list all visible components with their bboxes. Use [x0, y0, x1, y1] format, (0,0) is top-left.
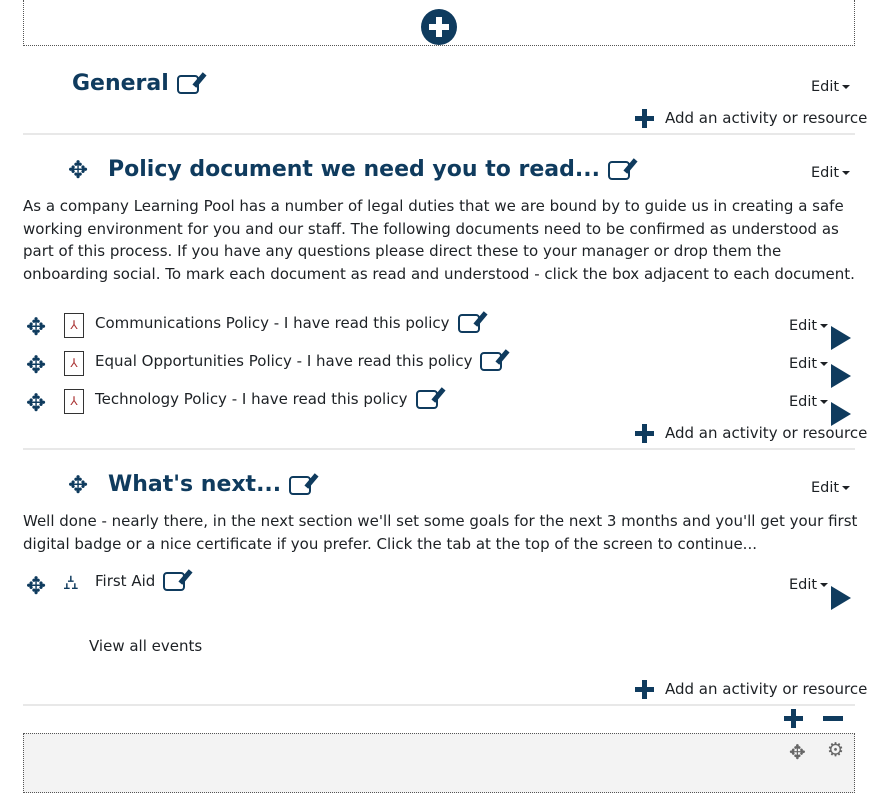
- remove-section-icon[interactable]: [823, 716, 843, 721]
- divider: [23, 704, 855, 706]
- activity-row: ✥ ⅄ Technology Policy - I have read this…: [0, 387, 878, 426]
- completion-status-icon[interactable]: [831, 586, 851, 610]
- move-icon[interactable]: ✥: [26, 389, 47, 417]
- add-activity-button[interactable]: Add an activity or resource: [635, 424, 867, 443]
- edit-title-icon[interactable]: [607, 160, 630, 180]
- activity-edit-menu[interactable]: Edit: [789, 577, 828, 593]
- move-icon[interactable]: ✥: [26, 351, 47, 379]
- gear-icon[interactable]: ⚙: [827, 739, 845, 761]
- completion-checkbox-icon[interactable]: [831, 402, 851, 426]
- activity-link[interactable]: Technology Policy - I have read this pol…: [95, 390, 438, 409]
- edit-title-icon[interactable]: [163, 572, 186, 591]
- section-summary: As a company Learning Pool has a number …: [23, 197, 855, 283]
- activity-row: ✥ ⛼ First Aid Edit: [0, 570, 878, 610]
- move-icon[interactable]: ✥: [68, 471, 89, 499]
- divider: [23, 448, 855, 450]
- activity-link[interactable]: Equal Opportunities Policy - I have read…: [95, 352, 503, 371]
- plus-icon: [635, 680, 654, 699]
- people-hierarchy-icon: ⛼: [63, 570, 79, 594]
- section-edit-menu[interactable]: Edit: [811, 480, 850, 496]
- view-all-events-link[interactable]: View all events: [89, 637, 203, 655]
- section-dropzone: [23, 733, 855, 793]
- pdf-icon: ⅄: [64, 389, 84, 414]
- activity-edit-menu[interactable]: Edit: [789, 356, 828, 372]
- section-edit-menu[interactable]: Edit: [811, 79, 850, 95]
- move-icon[interactable]: ✥: [26, 313, 47, 341]
- activity-row: ✥ ⅄ Communications Policy - I have read …: [0, 311, 878, 350]
- plus-icon: [635, 109, 654, 128]
- completion-checkbox-icon[interactable]: [831, 364, 851, 388]
- activity-edit-menu[interactable]: Edit: [789, 318, 828, 334]
- section-summary: Well done - nearly there, in the next se…: [23, 512, 858, 553]
- pdf-icon: ⅄: [64, 351, 84, 376]
- completion-checkbox-icon[interactable]: [831, 326, 851, 350]
- activity-row: ✥ ⅄ Equal Opportunities Policy - I have …: [0, 349, 878, 388]
- activity-edit-menu[interactable]: Edit: [789, 394, 828, 410]
- section-edit-menu[interactable]: Edit: [811, 165, 850, 181]
- section-title: Policy document we need you to read...: [108, 157, 630, 182]
- edit-title-icon[interactable]: [415, 390, 438, 409]
- divider: [23, 133, 855, 135]
- add-section-icon[interactable]: [421, 9, 457, 45]
- move-icon[interactable]: ✥: [68, 156, 89, 184]
- move-icon[interactable]: ✥: [26, 572, 47, 600]
- add-activity-button[interactable]: Add an activity or resource: [635, 109, 867, 128]
- pdf-icon: ⅄: [64, 313, 84, 338]
- edit-title-icon[interactable]: [480, 352, 503, 371]
- top-dropzone: [23, 0, 855, 46]
- edit-title-icon[interactable]: [176, 74, 199, 94]
- add-activity-button[interactable]: Add an activity or resource: [635, 680, 867, 699]
- section-title: What's next...: [108, 472, 312, 497]
- section-title: General: [72, 71, 199, 96]
- edit-title-icon[interactable]: [289, 475, 312, 495]
- move-icon[interactable]: ✥: [789, 740, 806, 764]
- plus-icon: [635, 424, 654, 443]
- activity-link[interactable]: First Aid: [95, 572, 186, 591]
- edit-title-icon[interactable]: [457, 314, 480, 333]
- activity-link[interactable]: Communications Policy - I have read this…: [95, 314, 480, 333]
- add-section-icon[interactable]: [784, 709, 803, 728]
